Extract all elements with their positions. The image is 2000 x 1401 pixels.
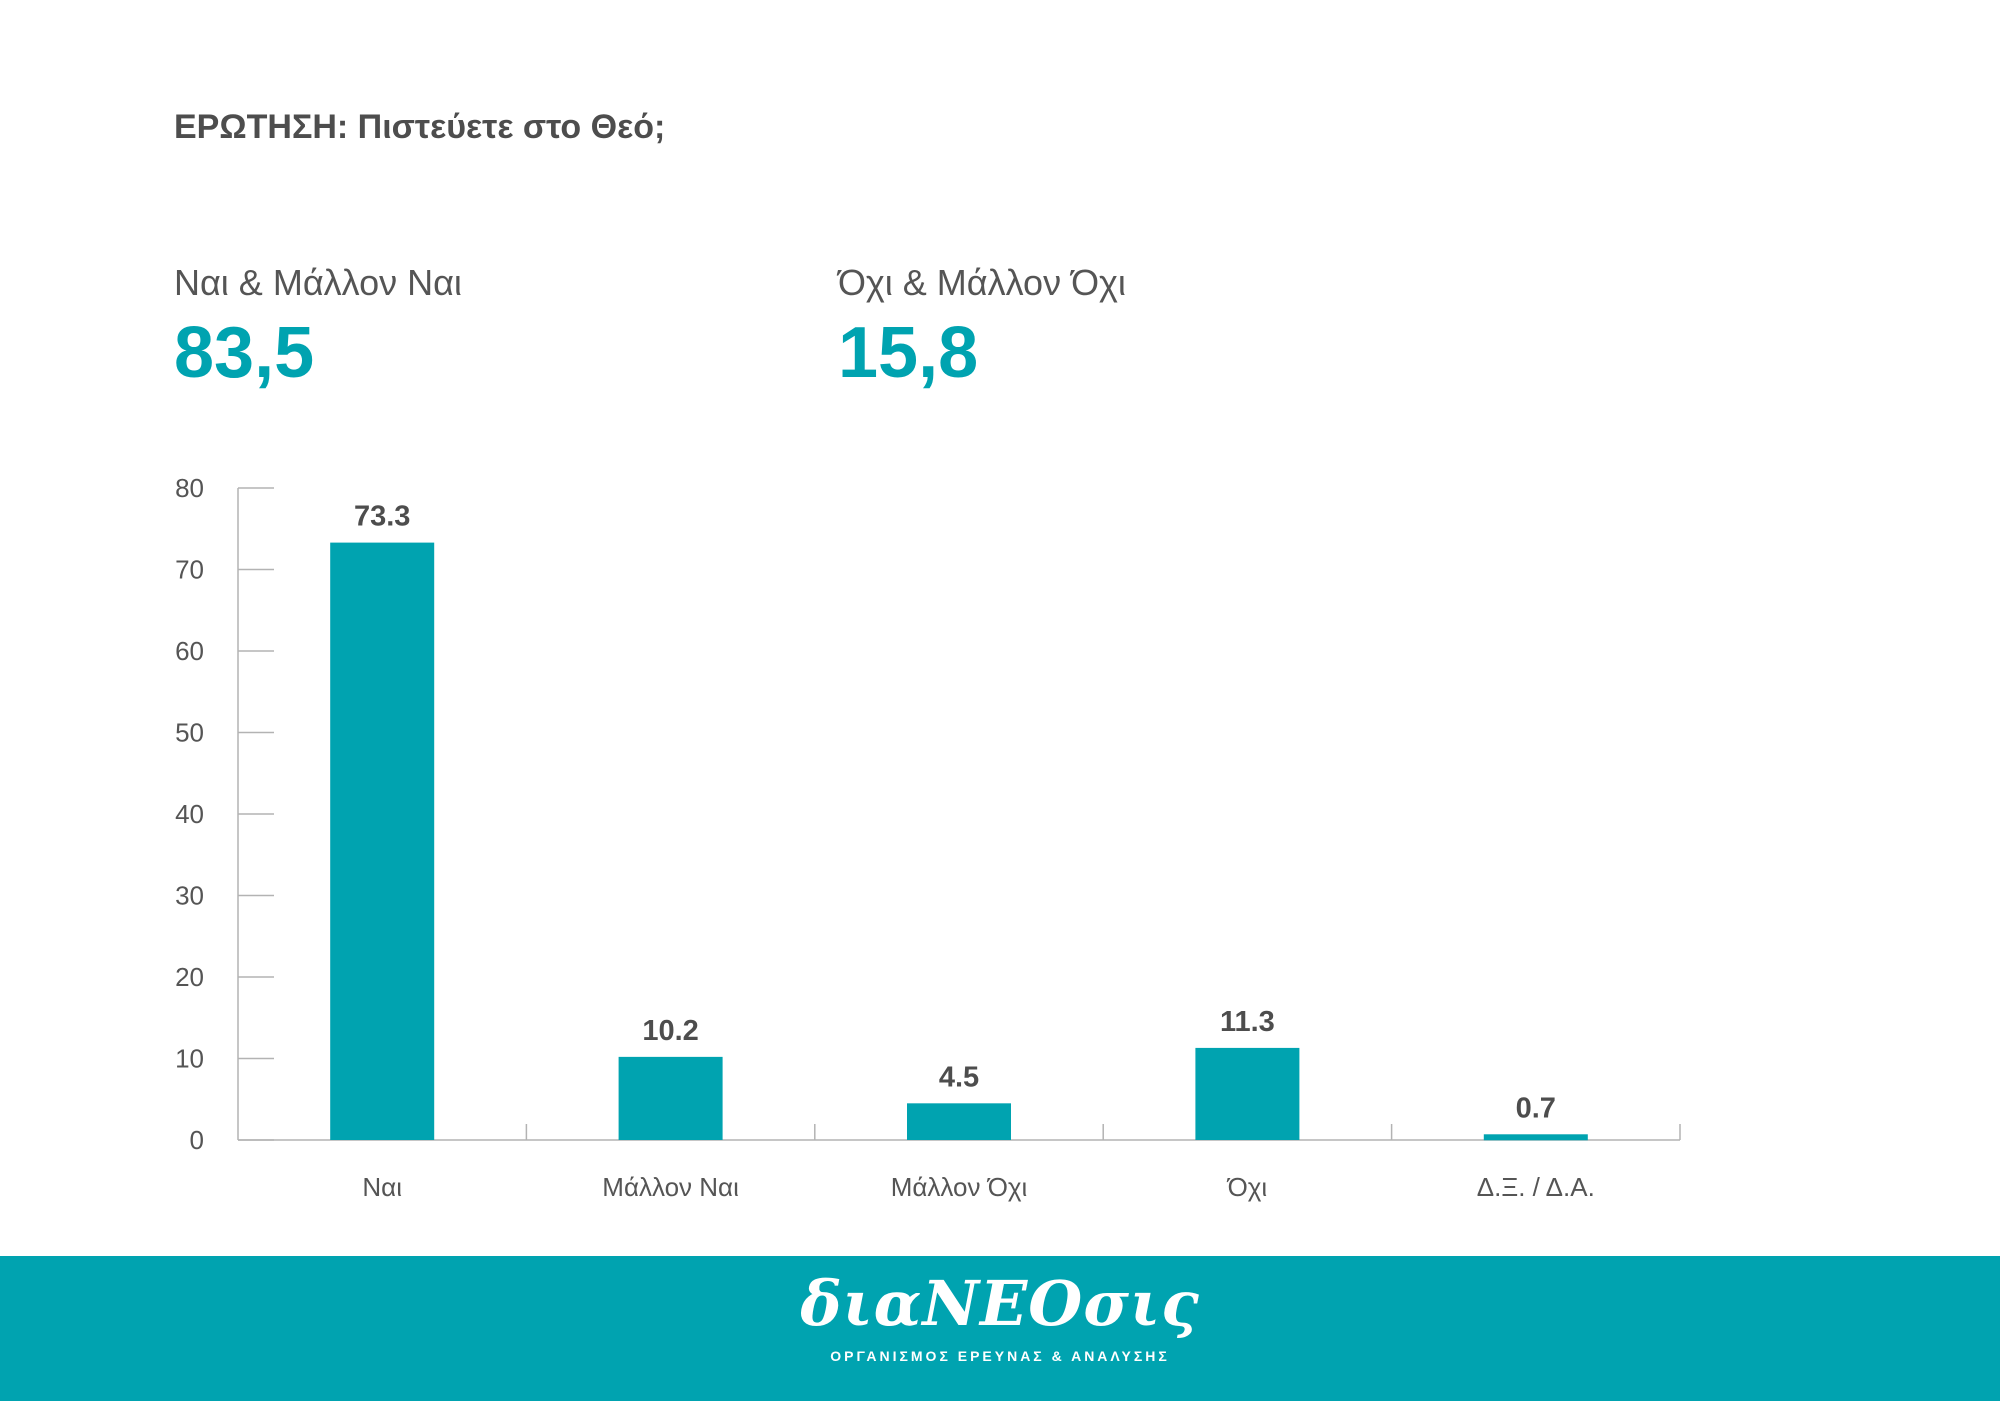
y-tick-label: 10 xyxy=(175,1044,204,1074)
summary-yes-value: 83,5 xyxy=(174,313,315,393)
y-tick-label: 70 xyxy=(175,555,204,585)
y-tick-label: 50 xyxy=(175,718,204,748)
x-category-label: Δ.Ξ. / Δ.Α. xyxy=(1477,1172,1595,1202)
question-title: ΕΡΩΤΗΣΗ: Πιστεύετε στο Θεό; xyxy=(174,108,666,146)
summary-yes: Ναι & Μάλλον Ναι 83,5 xyxy=(174,262,462,394)
bar-value-label: 73.3 xyxy=(354,501,410,533)
y-tick-label: 20 xyxy=(175,962,204,992)
logo-wordmark: διαΝΕΟσις xyxy=(800,1267,1200,1340)
y-tick-label: 30 xyxy=(175,881,204,911)
x-category-label: Ναι xyxy=(362,1172,402,1202)
bar-chart: 0 10 20 30 40 50 60 70 80 73.3 Ναι 10.2 Μάλλον Ναι 4.… xyxy=(175,473,1681,1202)
bar-value-label: 10.2 xyxy=(642,1015,698,1047)
bar-value-label: 4.5 xyxy=(939,1061,979,1093)
x-category-label: Μάλλον Ναι xyxy=(602,1172,739,1202)
y-tick-label: 0 xyxy=(190,1125,204,1155)
logo: διαΝΕΟσις ΟΡΓΑΝΙΣΜΟΣ ΕΡΕΥΝΑΣ & ΑΝΑΛΥΣΗΣ xyxy=(0,1267,2000,1365)
bar xyxy=(1483,1134,1588,1141)
bar xyxy=(618,1056,723,1140)
bar-value-label: 0.7 xyxy=(1516,1092,1556,1124)
footer: διαΝΕΟσις ΟΡΓΑΝΙΣΜΟΣ ΕΡΕΥΝΑΣ & ΑΝΑΛΥΣΗΣ xyxy=(0,1256,2000,1401)
bar xyxy=(1195,1047,1300,1140)
y-tick-label: 40 xyxy=(175,799,204,829)
x-category-label: Όχι xyxy=(1227,1172,1268,1202)
y-tick-label: 80 xyxy=(175,473,204,503)
summary-no-value: 15,8 xyxy=(838,313,979,393)
bar xyxy=(330,542,435,1140)
summary-no: Όχι & Μάλλον Όχι 15,8 xyxy=(838,262,1126,394)
bar xyxy=(907,1103,1011,1140)
summary-no-label: Όχι & Μάλλον Όχι xyxy=(838,262,1126,303)
logo-tagline: ΟΡΓΑΝΙΣΜΟΣ ΕΡΕΥΝΑΣ & ΑΝΑΛΥΣΗΣ xyxy=(830,1348,1170,1365)
x-category-label: Μάλλον Όχι xyxy=(891,1172,1028,1202)
bar-value-label: 11.3 xyxy=(1220,1006,1275,1038)
y-tick-label: 60 xyxy=(175,636,204,666)
summary-yes-label: Ναι & Μάλλον Ναι xyxy=(174,262,462,303)
